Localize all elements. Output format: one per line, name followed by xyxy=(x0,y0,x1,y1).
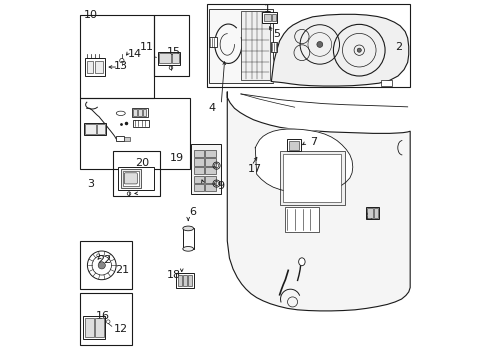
Bar xyxy=(373,208,378,218)
Bar xyxy=(280,151,344,205)
Bar xyxy=(205,176,215,183)
Polygon shape xyxy=(271,14,408,86)
Ellipse shape xyxy=(116,111,125,116)
Bar xyxy=(80,293,131,345)
Bar xyxy=(205,150,215,157)
Bar xyxy=(85,318,94,337)
Text: 21: 21 xyxy=(115,265,129,275)
Text: 15: 15 xyxy=(166,47,180,57)
Bar xyxy=(154,15,188,76)
Bar xyxy=(283,154,341,202)
Text: 2: 2 xyxy=(394,42,402,52)
Circle shape xyxy=(98,262,105,269)
Text: 19: 19 xyxy=(169,153,183,163)
Bar xyxy=(97,124,105,134)
Text: 11: 11 xyxy=(140,42,154,51)
FancyBboxPatch shape xyxy=(124,173,137,184)
Bar xyxy=(286,139,301,151)
Bar xyxy=(80,98,190,169)
Bar xyxy=(83,316,104,338)
Bar xyxy=(188,275,192,286)
Text: 22: 22 xyxy=(97,255,112,265)
Bar xyxy=(241,12,269,80)
Bar xyxy=(193,184,203,192)
Text: 1: 1 xyxy=(263,4,270,14)
Bar xyxy=(133,109,137,116)
Bar xyxy=(193,150,203,157)
Text: 4: 4 xyxy=(208,103,215,113)
Bar xyxy=(85,58,104,76)
Bar xyxy=(86,61,93,73)
Ellipse shape xyxy=(183,247,193,251)
Bar xyxy=(209,9,273,83)
Bar xyxy=(271,42,277,51)
Bar xyxy=(80,241,131,289)
Text: 16: 16 xyxy=(96,311,110,321)
Text: 10: 10 xyxy=(83,10,98,20)
Bar xyxy=(264,14,271,22)
Bar xyxy=(284,207,319,232)
Bar xyxy=(138,109,142,116)
Bar xyxy=(183,228,193,249)
Text: 12: 12 xyxy=(114,324,128,334)
Bar xyxy=(272,14,275,22)
Bar xyxy=(95,318,103,337)
Bar xyxy=(83,123,106,135)
Circle shape xyxy=(316,41,322,48)
Bar xyxy=(205,158,215,166)
Bar xyxy=(190,144,221,194)
Text: 5: 5 xyxy=(273,30,280,39)
Bar xyxy=(288,140,299,149)
Bar xyxy=(205,167,215,174)
Bar xyxy=(121,169,140,188)
Bar xyxy=(366,208,372,218)
Ellipse shape xyxy=(298,258,305,266)
Bar xyxy=(80,15,154,98)
Text: 3: 3 xyxy=(87,179,94,189)
Bar xyxy=(116,136,124,141)
Bar xyxy=(365,207,379,220)
Text: 9: 9 xyxy=(217,181,224,192)
Text: 7: 7 xyxy=(309,137,316,147)
Text: 13: 13 xyxy=(114,61,127,71)
Bar xyxy=(131,108,147,117)
Bar xyxy=(205,184,215,192)
Bar xyxy=(178,275,182,286)
Polygon shape xyxy=(255,129,352,193)
Bar xyxy=(183,275,187,286)
Bar xyxy=(133,120,149,127)
Bar xyxy=(94,61,102,73)
Bar xyxy=(85,124,96,134)
Text: 17: 17 xyxy=(248,164,262,174)
Bar xyxy=(122,171,139,186)
Polygon shape xyxy=(227,92,409,311)
Bar xyxy=(193,167,203,174)
Bar xyxy=(262,12,276,23)
Circle shape xyxy=(356,48,361,52)
Bar xyxy=(159,53,171,63)
Text: 20: 20 xyxy=(135,158,149,168)
Bar xyxy=(118,167,154,190)
Bar xyxy=(206,4,409,87)
Bar xyxy=(176,273,194,288)
Bar xyxy=(172,53,179,63)
Bar xyxy=(193,158,203,166)
Bar xyxy=(193,176,203,183)
Text: 14: 14 xyxy=(128,49,142,59)
Ellipse shape xyxy=(183,226,193,231)
Bar xyxy=(158,51,180,64)
Bar xyxy=(124,137,130,140)
Bar xyxy=(113,151,160,196)
Text: 8: 8 xyxy=(365,212,372,221)
Bar xyxy=(380,80,391,86)
Bar xyxy=(209,37,216,47)
Text: 18: 18 xyxy=(166,270,181,280)
Text: 6: 6 xyxy=(189,207,196,217)
Bar xyxy=(142,109,146,116)
